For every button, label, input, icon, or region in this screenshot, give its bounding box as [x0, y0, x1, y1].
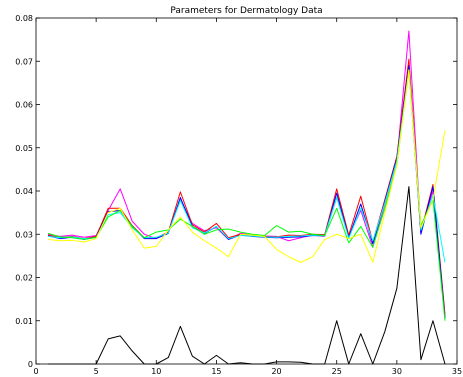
series-line-7 — [48, 186, 446, 365]
axis-layer: 0 5 10 15 20 25 30 35 0 0.01 0.02 0.03 0.04 0.05 0.06 0… — [15, 14, 462, 376]
y-tick-label: 0 — [28, 360, 33, 369]
chart-title: Parameters for Dermatology Data — [170, 6, 322, 16]
y-tick-label: 0.05 — [15, 144, 33, 153]
y-tick-label: 0.03 — [15, 230, 33, 239]
y-tick-label: 0.07 — [15, 57, 33, 66]
series-layer — [47, 30, 446, 365]
x-tick-label: 5 — [94, 367, 99, 376]
series-line-2 — [47, 58, 446, 315]
y-tick-label: 0.02 — [15, 274, 33, 283]
x-tick-label: 15 — [211, 367, 221, 376]
y-tick-label: 0.06 — [15, 101, 33, 110]
plot-frame — [35, 17, 458, 365]
x-tick-label: 25 — [332, 367, 342, 376]
x-tick-label: 20 — [271, 367, 281, 376]
y-tick-label: 0.01 — [15, 317, 33, 326]
series-line-5 — [47, 69, 446, 321]
y-tick-label: 0.04 — [15, 187, 33, 196]
x-tick-label: 30 — [392, 367, 402, 376]
x-tick-label: 0 — [33, 367, 38, 376]
series-line-1 — [47, 30, 446, 317]
y-tick-label: 0.08 — [15, 14, 33, 23]
x-tick-label: 35 — [452, 367, 462, 376]
series-line-6 — [47, 69, 446, 263]
x-tick-label: 10 — [151, 367, 161, 376]
series-line-3 — [47, 65, 446, 319]
